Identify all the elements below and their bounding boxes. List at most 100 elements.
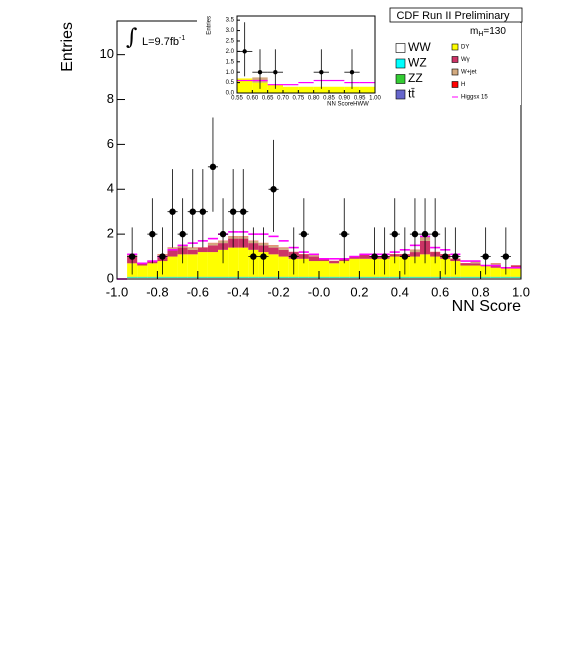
mass-m: m xyxy=(470,26,478,37)
x-tick-label: 0.8 xyxy=(472,284,490,299)
histogram-segment xyxy=(349,256,360,259)
data-point xyxy=(290,253,297,260)
histogram-segment xyxy=(420,277,431,279)
histogram-segment xyxy=(399,277,410,279)
histogram-segment xyxy=(308,254,319,257)
histogram-segment xyxy=(450,277,461,279)
histogram-segment xyxy=(344,86,360,93)
histogram-segment xyxy=(440,277,451,279)
legend-swatch xyxy=(395,89,406,100)
legend-label: DY xyxy=(461,45,469,51)
histogram-segment xyxy=(319,261,330,277)
y-tick-label: 0 xyxy=(107,270,114,285)
legend-label: WW xyxy=(408,40,431,54)
histogram-segment xyxy=(187,254,198,277)
histogram-segment xyxy=(313,86,329,93)
data-point xyxy=(381,253,388,260)
x-tick-label: -0.0 xyxy=(308,284,330,299)
histogram-segment xyxy=(308,261,319,277)
data-point xyxy=(149,230,156,238)
x-tick-label: 0.60 xyxy=(246,96,258,102)
histogram-segment xyxy=(460,277,471,279)
legend-label: WZ xyxy=(408,56,427,70)
histogram-segment xyxy=(490,263,501,266)
data-point xyxy=(421,230,429,238)
x-tick-label: 0.55 xyxy=(231,96,243,102)
histogram-segment xyxy=(430,277,441,279)
y-tick-label: 6 xyxy=(107,136,114,151)
histogram-segment xyxy=(339,277,350,279)
histogram-segment xyxy=(147,263,158,277)
y-axis-title: Entries xyxy=(207,16,213,35)
data-point xyxy=(260,253,267,260)
histogram-segment xyxy=(268,254,279,277)
histogram-segment xyxy=(268,245,279,248)
legend-label: ZZ xyxy=(408,71,423,85)
histogram-segment xyxy=(127,277,138,279)
mass-sub: H xyxy=(478,31,483,38)
x-tick-label: -0.2 xyxy=(267,284,289,299)
legend-swatch xyxy=(395,58,406,69)
data-point xyxy=(128,253,136,260)
x-tick-label: -0.4 xyxy=(227,284,249,299)
histogram-segment xyxy=(288,277,299,279)
histogram-segment xyxy=(268,247,279,255)
histogram-segment xyxy=(207,277,218,279)
lumi-label: L=9.7fb-1 xyxy=(142,35,185,48)
x-tick-label: 0.6 xyxy=(431,284,449,299)
histogram-segment xyxy=(389,277,400,279)
histogram-segment xyxy=(470,263,481,266)
histogram-segment xyxy=(359,258,370,277)
y-tick-label: 10 xyxy=(100,46,114,61)
x-tick-label: 0.85 xyxy=(323,96,335,102)
y-tick-label: 2.5 xyxy=(226,39,235,45)
histogram-segment xyxy=(137,277,148,279)
data-point xyxy=(257,69,263,75)
legend-swatch xyxy=(395,43,406,53)
data-point xyxy=(319,69,324,75)
histogram-segment xyxy=(207,252,218,277)
y-tick-label: 1.5 xyxy=(226,59,235,65)
histogram-segment xyxy=(187,247,198,250)
header: CDF Run II Preliminary xyxy=(396,10,510,22)
histogram-segment xyxy=(167,249,178,257)
histogram-segment xyxy=(460,265,471,277)
histogram-segment xyxy=(389,256,400,277)
data-point xyxy=(199,208,207,215)
x-tick-label: 1.00 xyxy=(369,96,381,102)
histogram-segment xyxy=(197,247,208,253)
data-point xyxy=(502,253,510,260)
histogram-segment xyxy=(308,277,319,279)
data-point xyxy=(240,208,247,215)
histogram-segment xyxy=(409,256,420,277)
histogram-segment xyxy=(490,277,501,279)
histogram-segment xyxy=(430,256,441,277)
x-tick-label: -0.6 xyxy=(187,284,209,299)
histogram-segment xyxy=(137,263,148,266)
histogram-segment xyxy=(278,249,289,257)
histogram-segment xyxy=(319,277,330,279)
histogram-segment xyxy=(470,265,481,277)
histogram-segment xyxy=(283,86,299,93)
histogram-segment xyxy=(420,254,431,277)
legend-label: H xyxy=(461,82,465,88)
legend-swatch xyxy=(395,74,406,84)
data-point xyxy=(442,253,449,260)
histogram-segment xyxy=(197,277,208,279)
histogram-segment xyxy=(359,254,370,259)
data-point xyxy=(401,253,409,260)
histogram-segment xyxy=(349,258,360,277)
histogram-segment xyxy=(228,277,239,279)
histogram-segment xyxy=(298,277,309,279)
y-tick-label: 1.0 xyxy=(226,70,235,76)
x-tick-label: 0.75 xyxy=(292,96,304,102)
mass-value: =130 xyxy=(483,26,506,37)
histogram-segment xyxy=(197,252,208,277)
histogram-segment xyxy=(329,261,340,264)
legend-swatch xyxy=(451,81,459,88)
histogram-segment xyxy=(470,261,481,264)
histogram-segment xyxy=(329,277,340,279)
y-axis-title: Entries xyxy=(59,22,76,72)
histogram-segment xyxy=(510,277,521,279)
histogram-segment xyxy=(339,261,350,277)
